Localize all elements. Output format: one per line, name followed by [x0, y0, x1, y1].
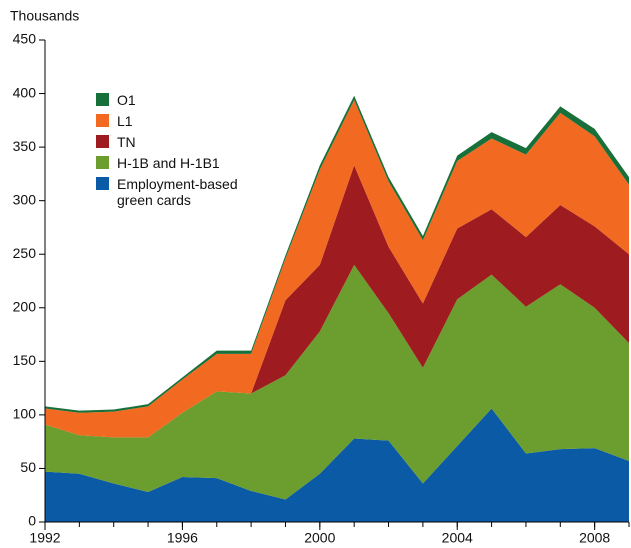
legend-item: L1 [96, 113, 257, 129]
legend-item: Employment-based green cards [96, 176, 257, 208]
legend-swatch [96, 156, 109, 169]
legend-label: O1 [117, 92, 136, 108]
legend-label: H-1B and H-1B1 [117, 155, 220, 171]
y-tick-label: 350 [13, 138, 37, 154]
y-axis-label: Thousands [10, 8, 79, 24]
x-tick-label: 1996 [167, 530, 198, 546]
x-tick-label: 2008 [579, 530, 610, 546]
legend-item: O1 [96, 92, 257, 108]
legend-label: Employment-based green cards [117, 176, 238, 208]
y-tick-label: 300 [13, 191, 37, 207]
legend-swatch [96, 93, 109, 106]
area [45, 264, 629, 500]
x-tick-label: 1992 [29, 530, 60, 546]
x-tick-label: 2004 [442, 530, 473, 546]
legend-label: L1 [117, 113, 133, 129]
y-tick-label: 450 [13, 31, 37, 47]
legend-swatch [96, 135, 109, 148]
x-tick-label: 2000 [304, 530, 335, 546]
legend-label: TN [117, 134, 136, 150]
area [45, 99, 629, 438]
legend-item: H-1B and H-1B1 [96, 155, 257, 171]
y-tick-label: 400 [13, 84, 37, 100]
area [45, 165, 629, 438]
legend-swatch [96, 177, 109, 190]
legend: O1 L1 TN H-1B and H-1B1 Employment-based gre… [96, 92, 257, 213]
y-tick-label: 100 [13, 406, 37, 422]
y-tick-label: 250 [13, 245, 37, 261]
y-tick-label: 150 [13, 352, 37, 368]
y-tick-label: 50 [20, 459, 36, 475]
area [45, 408, 629, 522]
y-tick-label: 200 [13, 298, 37, 314]
legend-item: TN [96, 134, 257, 150]
y-tick-label: 0 [28, 513, 36, 529]
legend-swatch [96, 114, 109, 127]
